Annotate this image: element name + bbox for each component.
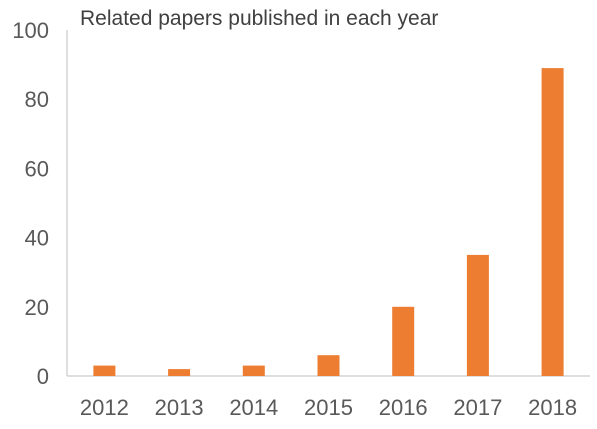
bars-group (93, 68, 564, 376)
bar-2014 (242, 365, 265, 376)
x-tick-labels: 2012 2013 2014 2015 2016 2017 2018 (80, 395, 577, 420)
x-tick-label: 2013 (155, 395, 204, 420)
x-tick-label: 2012 (80, 395, 129, 420)
y-tick-label: 60 (25, 156, 49, 181)
y-tick-label: 40 (25, 226, 49, 251)
y-tick-label: 100 (12, 18, 49, 43)
bar-2017 (466, 254, 489, 376)
bar-2013 (168, 369, 191, 376)
x-tick-label: 2014 (229, 395, 278, 420)
y-tick-label: 80 (25, 87, 49, 112)
y-tick-labels: 0 20 40 60 80 100 (12, 18, 49, 389)
y-tick-label: 20 (25, 295, 49, 320)
bar-2016 (392, 306, 415, 376)
bar-2018 (541, 68, 564, 376)
y-tick-label: 0 (37, 364, 49, 389)
bar-2012 (93, 365, 116, 376)
chart-title: Related papers published in each year (80, 7, 438, 30)
x-tick-label: 2018 (528, 395, 577, 420)
x-tick-label: 2015 (304, 395, 353, 420)
x-tick-label: 2016 (379, 395, 428, 420)
bar-2015 (317, 355, 340, 376)
x-tick-label: 2017 (453, 395, 502, 420)
